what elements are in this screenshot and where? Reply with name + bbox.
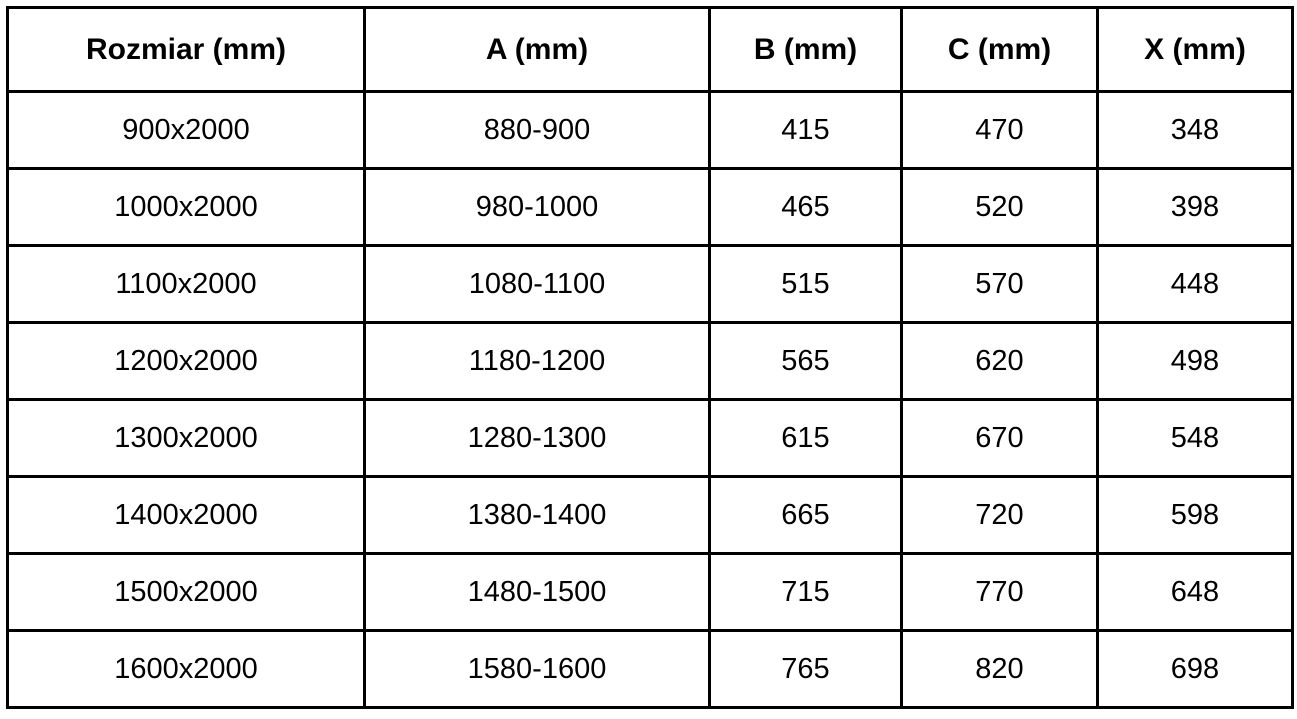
table-cell: 665 <box>708 475 903 555</box>
table-cell: 1280-1300 <box>363 398 711 478</box>
table-cell: 770 <box>900 552 1099 632</box>
column-header: X (mm) <box>1096 6 1294 93</box>
column-header: C (mm) <box>900 6 1099 93</box>
table-row: 1400x2000 1380-1400 665 720 598 <box>6 475 1294 555</box>
table-cell: 565 <box>708 321 903 401</box>
table-cell: 1580-1600 <box>363 629 711 709</box>
table-cell: 1200x2000 <box>6 321 366 401</box>
table-cell: 498 <box>1096 321 1294 401</box>
table-cell: 1180-1200 <box>363 321 711 401</box>
table-row: 900x2000 880-900 415 470 348 <box>6 90 1294 170</box>
column-header: B (mm) <box>708 6 903 93</box>
table-cell: 415 <box>708 90 903 170</box>
table-cell: 520 <box>900 167 1099 247</box>
table-cell: 1400x2000 <box>6 475 366 555</box>
table-body: 900x2000 880-900 415 470 348 1000x2000 980-100… <box>6 90 1294 709</box>
table-row: 1600x2000 1580-1600 765 820 698 <box>6 629 1294 709</box>
table-row: 1100x2000 1080-1100 515 570 448 <box>6 244 1294 324</box>
table-cell: 1000x2000 <box>6 167 366 247</box>
table-cell: 515 <box>708 244 903 324</box>
table-cell: 448 <box>1096 244 1294 324</box>
table-row: 1500x2000 1480-1500 715 770 648 <box>6 552 1294 632</box>
column-header: Rozmiar (mm) <box>6 6 366 93</box>
table-cell: 548 <box>1096 398 1294 478</box>
table-cell: 698 <box>1096 629 1294 709</box>
table-cell: 348 <box>1096 90 1294 170</box>
table-cell: 1380-1400 <box>363 475 711 555</box>
table-cell: 765 <box>708 629 903 709</box>
table-cell: 1300x2000 <box>6 398 366 478</box>
table-cell: 398 <box>1096 167 1294 247</box>
table-cell: 615 <box>708 398 903 478</box>
column-header: A (mm) <box>363 6 711 93</box>
table-cell: 570 <box>900 244 1099 324</box>
table-cell: 465 <box>708 167 903 247</box>
table-cell: 648 <box>1096 552 1294 632</box>
table-row: 1300x2000 1280-1300 615 670 548 <box>6 398 1294 478</box>
header-row: Rozmiar (mm) A (mm) B (mm) C (mm) X (mm) <box>6 6 1294 93</box>
table-cell: 715 <box>708 552 903 632</box>
table-cell: 670 <box>900 398 1099 478</box>
table-cell: 1100x2000 <box>6 244 366 324</box>
table-cell: 1480-1500 <box>363 552 711 632</box>
table-row: 1000x2000 980-1000 465 520 398 <box>6 167 1294 247</box>
table-cell: 880-900 <box>363 90 711 170</box>
table-cell: 900x2000 <box>6 90 366 170</box>
table-cell: 820 <box>900 629 1099 709</box>
table-cell: 1080-1100 <box>363 244 711 324</box>
table-cell: 598 <box>1096 475 1294 555</box>
table-cell: 1600x2000 <box>6 629 366 709</box>
table-cell: 1500x2000 <box>6 552 366 632</box>
size-table: Rozmiar (mm) A (mm) B (mm) C (mm) X (mm) 900… <box>6 6 1294 709</box>
table-cell: 980-1000 <box>363 167 711 247</box>
table-row: 1200x2000 1180-1200 565 620 498 <box>6 321 1294 401</box>
table-cell: 620 <box>900 321 1099 401</box>
table-cell: 470 <box>900 90 1099 170</box>
table-cell: 720 <box>900 475 1099 555</box>
